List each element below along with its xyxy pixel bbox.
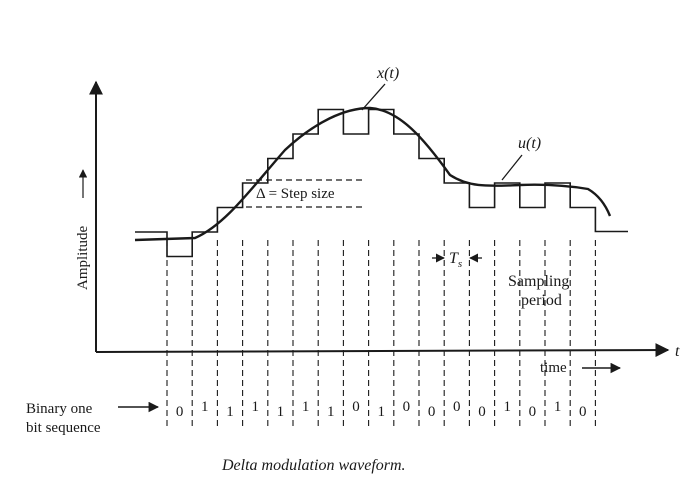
bit-label: 1 bbox=[377, 404, 385, 420]
bit-label: 0 bbox=[453, 399, 461, 415]
staircase-pointer bbox=[501, 154, 523, 181]
bit-label: 0 bbox=[352, 399, 360, 415]
binary-label-line2: bit sequence bbox=[26, 420, 101, 436]
x-axis bbox=[95, 343, 670, 358]
bit-label: 1 bbox=[327, 404, 335, 420]
signal-pointer bbox=[361, 83, 386, 111]
sample-dashed-lines bbox=[166, 240, 596, 426]
bit-label: 0 bbox=[579, 404, 587, 420]
bit-label: 1 bbox=[302, 399, 310, 415]
bit-label: 0 bbox=[529, 404, 537, 420]
bit-label: 1 bbox=[503, 399, 511, 415]
bit-label: 1 bbox=[554, 399, 562, 415]
bit-label: 0 bbox=[403, 399, 411, 415]
y-axis-label: Amplitude bbox=[75, 225, 91, 290]
bit-label: 1 bbox=[226, 404, 234, 420]
signal-label: x(t) bbox=[376, 65, 399, 82]
signal-x-t bbox=[134, 106, 612, 242]
sampling-period-label-2: period bbox=[521, 292, 562, 309]
bit-label: 1 bbox=[277, 404, 285, 420]
x-axis-end-label: t bbox=[675, 343, 680, 360]
bit-label: 0 bbox=[176, 404, 184, 420]
bit-label: 1 bbox=[201, 399, 209, 415]
bit-label: 1 bbox=[251, 399, 259, 415]
caption: Delta modulation waveform. bbox=[221, 457, 406, 474]
bit-label: 0 bbox=[478, 404, 486, 420]
binary-label-line1: Binary one bbox=[26, 401, 93, 417]
ts-label: Ts bbox=[449, 250, 462, 270]
time-label: time bbox=[540, 360, 567, 376]
bit-label: 0 bbox=[428, 404, 436, 420]
sampling-period-label-1: Sampling bbox=[508, 273, 569, 290]
bit-sequence: 0 1 1 1 1 1 1 0 1 0 0 0 0 1 0 1 0 bbox=[176, 399, 587, 420]
staircase-u-t bbox=[135, 108, 628, 258]
step-size-label: Δ = Step size bbox=[256, 186, 335, 202]
staircase-label: u(t) bbox=[518, 135, 541, 152]
